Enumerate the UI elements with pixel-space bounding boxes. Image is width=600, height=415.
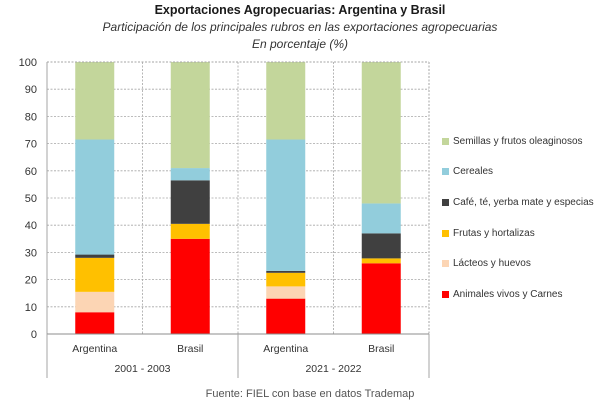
y-tick-label: 30 [25, 247, 37, 259]
legend-item: Animales vivos y Carnes [440, 279, 600, 310]
legend-swatch [442, 137, 449, 145]
legend-label: Cereales [453, 166, 494, 178]
chart-unit-label: En porcentaje (%) [251, 37, 349, 51]
chart-subtitle: Participación de los principales rubros … [102, 20, 498, 34]
x-group-label: 2001 - 2003 [114, 363, 170, 375]
x-category-label: Brasil [368, 343, 394, 355]
chart-source: Fuente: FIEL con base en datos Trademap [205, 388, 415, 400]
x-category-label: Brasil [177, 343, 203, 355]
legend: Semillas y frutos oleaginosos Cereales Caf… [440, 126, 600, 310]
bar-segment [170, 168, 210, 181]
legend-label: Lácteos y huevos [453, 258, 531, 270]
bar-segment [361, 203, 401, 234]
bar-segment [75, 254, 115, 258]
legend-label: Frutas y hortalizas [453, 227, 535, 239]
legend-item: Frutas y hortalizas [440, 218, 600, 249]
y-tick-label: 100 [19, 57, 37, 69]
bar-segment [266, 270, 306, 273]
y-tick-label: 90 [25, 84, 37, 96]
legend-item: Café, té, yerba mate y especias [440, 187, 600, 218]
bar-segment [361, 263, 401, 334]
bar-segment [361, 233, 401, 259]
bar-segment [170, 62, 210, 169]
legend-item: Lácteos y huevos [440, 248, 600, 279]
x-category-label: Argentina [72, 343, 117, 355]
legend-swatch [442, 198, 449, 206]
bars [75, 62, 401, 334]
y-tick-label: 70 [25, 139, 37, 151]
bar-segment [266, 272, 306, 287]
bar-segment [170, 223, 210, 239]
legend-swatch [442, 290, 449, 298]
y-tick-label: 10 [25, 302, 37, 314]
chart-title: Exportaciones Agropecuarias: Argentina y… [154, 3, 446, 17]
bar-segment [266, 139, 306, 271]
bar-segment [361, 62, 401, 204]
bar-segment [266, 286, 306, 299]
y-tick-label: 40 [25, 220, 37, 232]
x-category-labels: Argentina Brasil Argentina Brasil 2001 - 200… [72, 343, 394, 375]
bar-segment [75, 257, 115, 292]
x-group-label: 2021 - 2022 [305, 363, 361, 375]
axes [46, 61, 430, 378]
bar-segment [75, 291, 115, 313]
bar-segment [170, 238, 210, 334]
x-category-label: Argentina [263, 343, 308, 355]
y-tick-label: 20 [25, 275, 37, 287]
y-tick-label: 60 [25, 166, 37, 178]
bar-segment [361, 258, 401, 264]
y-tick-label: 50 [25, 193, 37, 205]
legend-item: Semillas y frutos oleaginosos [440, 126, 600, 157]
legend-item: Cereales [440, 157, 600, 188]
bar-segment [266, 298, 306, 334]
legend-swatch [442, 229, 449, 237]
legend-label: Semillas y frutos oleaginosos [453, 135, 583, 147]
legend-swatch [442, 260, 449, 268]
y-tick-label: 0 [31, 329, 37, 341]
bar-segment [75, 312, 115, 334]
legend-swatch [442, 168, 449, 176]
bar-segment [266, 62, 306, 140]
bar-segment [170, 180, 210, 224]
bar-segment [75, 62, 115, 140]
legend-label: Animales vivos y Carnes [453, 288, 563, 300]
bar-segment [75, 139, 115, 255]
y-tick-label: 80 [25, 111, 37, 123]
y-tick-labels: 0 10 20 30 40 50 60 70 80 90 100 [19, 57, 37, 341]
legend-label: Café, té, yerba mate y especias [453, 196, 594, 208]
